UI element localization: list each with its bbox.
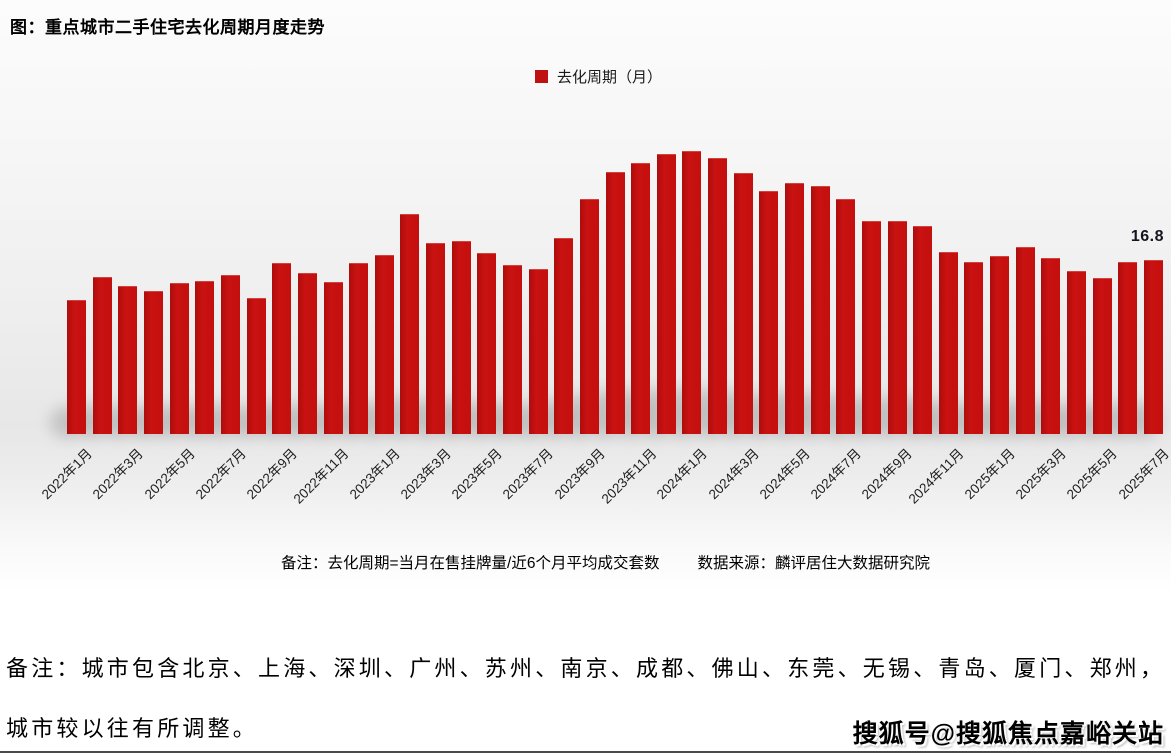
bar-2023年4月 — [451, 241, 471, 434]
bar-2023年12月 — [656, 154, 676, 434]
bar-2023年7月 — [528, 269, 548, 434]
bar-2024年10月 — [913, 226, 933, 434]
article-note-line1: 备注：城市包含北京、上海、深圳、广州、苏州、南京、成都、佛山、东莞、无锡、青岛、… — [6, 656, 1166, 681]
bar-2022年5月 — [169, 283, 189, 434]
x-axis-label-2023年1月: 2023年1月 — [346, 445, 403, 503]
chart-title: 图：重点城市二手住宅去化周期月度走势 — [10, 18, 325, 37]
x-axis-label-2022年7月: 2022年7月 — [192, 445, 249, 503]
bar-plot-area: 2022年1月 2022年3月 2022年5月 2022年7月 2022年9月 2022年… — [38, 151, 1171, 507]
article-note-line2: 城市较以往有所调整。 — [6, 716, 259, 741]
bar-2024年12月 — [964, 262, 984, 434]
x-axis-label-2025年5月: 2025年5月 — [1064, 445, 1121, 503]
bar-2022年8月 — [246, 298, 266, 434]
bar-2023年11月 — [631, 163, 651, 434]
bar-2025年3月 — [1041, 258, 1061, 434]
x-axis-label-2022年3月: 2022年3月 — [90, 445, 147, 503]
note-source: 数据来源：麟评居住大数据研究院 — [697, 555, 930, 572]
bar-2024年5月 — [784, 183, 804, 434]
bar-2022年6月 — [195, 281, 215, 434]
bar-2024年6月 — [810, 186, 830, 434]
x-axis-label-2025年1月: 2025年1月 — [961, 445, 1018, 503]
bar-2022年11月 — [323, 282, 343, 434]
x-axis-label-2024年3月: 2024年3月 — [705, 445, 762, 503]
bar-2022年12月 — [349, 263, 369, 434]
destocking-cycle-chart: 图：重点城市二手住宅去化周期月度走势 去化周期（月） 2022年1月 2022年3… — [0, 0, 1171, 592]
note-formula: 备注：去化周期=当月在售挂牌量/近6个月平均成交套数 — [281, 555, 660, 572]
bar-2025年6月 — [1118, 262, 1138, 434]
bottom-divider-line — [0, 751, 1171, 753]
bar-2023年6月 — [502, 265, 522, 434]
x-axis-label-2024年1月: 2024年1月 — [654, 445, 711, 503]
bar-2025年7月 — [1143, 260, 1163, 434]
bar-2023年9月 — [579, 199, 599, 434]
bar-2023年2月 — [400, 214, 420, 434]
x-axis-label-2024年7月: 2024年7月 — [807, 445, 865, 503]
bar-2022年2月 — [92, 277, 112, 434]
x-axis-label-2023年5月: 2023年5月 — [448, 445, 506, 503]
bar-2022年7月 — [220, 275, 240, 434]
bar-2024年9月 — [887, 221, 907, 434]
legend-label: 去化周期（月） — [556, 69, 662, 86]
bar-2023年8月 — [554, 238, 574, 434]
bar-2025年5月 — [1092, 278, 1112, 434]
bar-2023年3月 — [426, 243, 445, 434]
bar-2024年1月 — [682, 151, 702, 434]
bar-2024年4月 — [759, 191, 779, 434]
bar-2025年1月 — [990, 256, 1009, 434]
bar-2022年9月 — [272, 263, 292, 434]
x-axis-label-2025年7月: 2025年7月 — [1115, 445, 1171, 503]
bar-2024年11月 — [938, 252, 958, 434]
bar-2024年8月 — [861, 221, 881, 434]
bar-2024年3月 — [733, 173, 753, 434]
x-axis-label-2023年7月: 2023年7月 — [500, 445, 557, 503]
bar-2022年1月 — [67, 300, 87, 434]
last-bar-data-label: 16.8 — [1130, 228, 1164, 245]
bar-2025年4月 — [1066, 271, 1086, 434]
x-axis-label-2022年11月: 2022年11月 — [290, 445, 352, 507]
bar-2023年1月 — [374, 255, 394, 434]
bar-2022年3月 — [118, 286, 138, 434]
chart-footnotes: 备注：去化周期=当月在售挂牌量/近6个月平均成交套数 数据来源：麟评居住大数据研… — [20, 551, 1171, 573]
bar-2022年10月 — [297, 273, 317, 434]
x-axis-label-2022年1月: 2022年1月 — [38, 445, 96, 503]
bar-2024年7月 — [836, 199, 856, 434]
bar-2022年4月 — [144, 291, 163, 434]
bar-2024年2月 — [708, 158, 727, 434]
bar-2023年10月 — [605, 172, 625, 434]
x-axis-label-2025年3月: 2025年3月 — [1012, 445, 1070, 503]
legend-color-swatch — [534, 70, 548, 83]
x-axis-label-2024年11月: 2024年11月 — [905, 445, 967, 507]
chart-legend: 去化周期（月） — [13, 66, 1171, 87]
x-axis-label-2024年5月: 2024年5月 — [756, 445, 813, 503]
article-text-section: 备注：城市包含北京、上海、深圳、广州、苏州、南京、成都、佛山、东莞、无锡、青岛、… — [0, 592, 1171, 753]
sohu-watermark: 搜狐号@搜狐焦点嘉峪关站 — [852, 720, 1164, 748]
bar-2023年5月 — [477, 253, 497, 434]
x-axis-label-2023年3月: 2023年3月 — [397, 445, 454, 503]
bar-2025年2月 — [1015, 247, 1035, 434]
x-axis-label-2022年5月: 2022年5月 — [141, 445, 198, 503]
